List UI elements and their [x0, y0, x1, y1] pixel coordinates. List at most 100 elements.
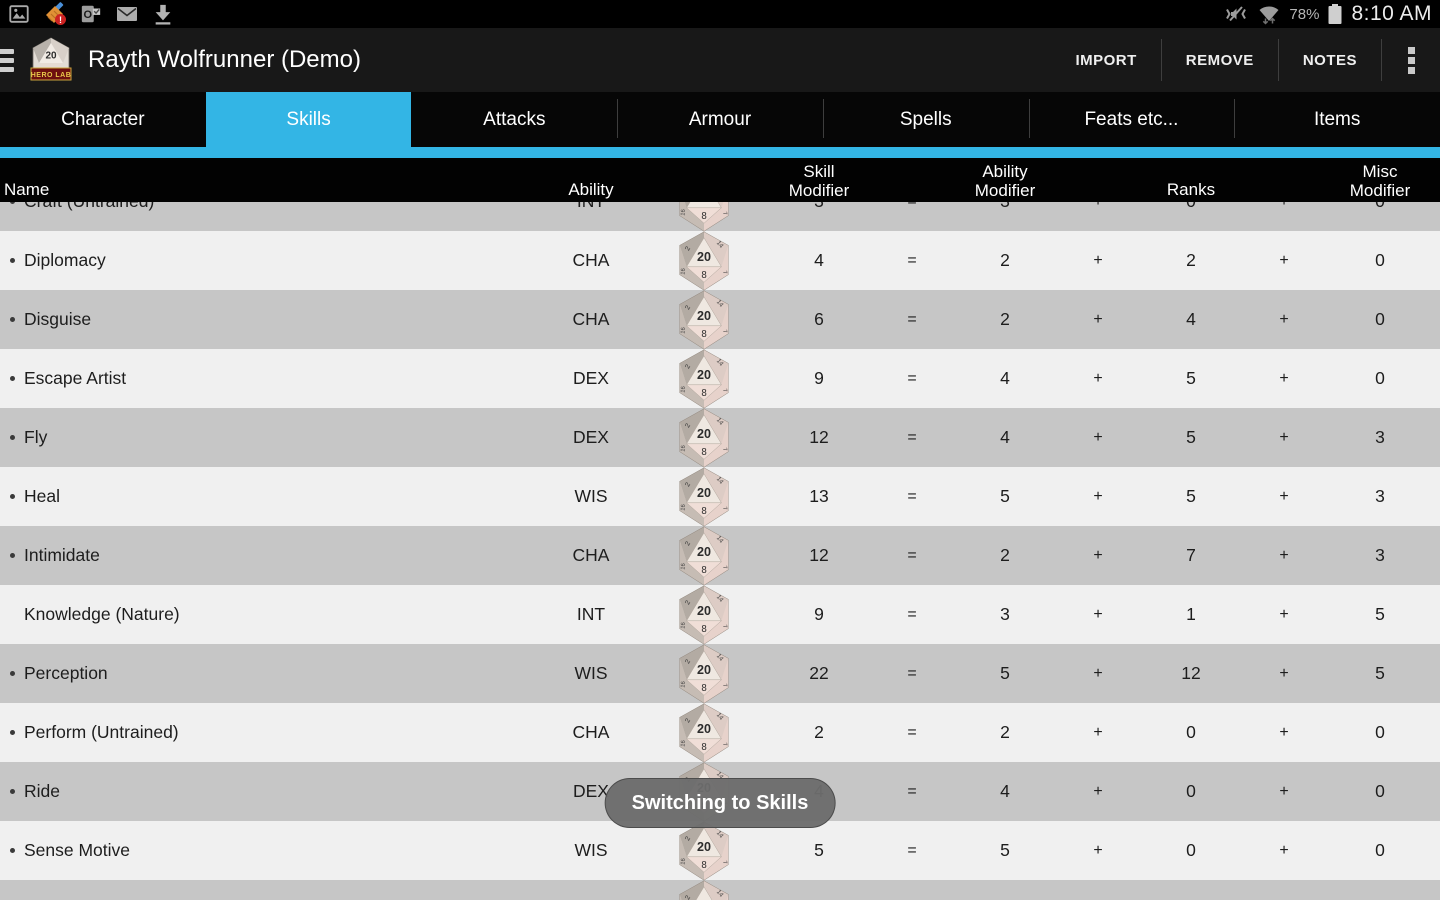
svg-text:7: 7: [721, 506, 727, 510]
skill-name-cell: Sense Motive: [0, 840, 536, 861]
ability-modifier-value: 2: [1000, 722, 1010, 742]
d20-dice-icon[interactable]: 20 8 2 14 16 7: [675, 467, 733, 527]
mail-icon: [117, 7, 137, 21]
svg-text:20: 20: [697, 604, 711, 618]
ranks-value: 7: [1186, 545, 1196, 565]
svg-text:16: 16: [680, 327, 687, 334]
svg-text:HERO LAB: HERO LAB: [31, 72, 72, 79]
col-header-ranks: Ranks: [1166, 180, 1216, 199]
d20-dice-icon[interactable]: 20 8 2 14 16 7: [675, 349, 733, 409]
skill-modifier-value: 5: [814, 840, 824, 860]
tab-items[interactable]: Items: [1234, 92, 1440, 147]
d20-dice-icon[interactable]: 20 8 2 14 16 7: [675, 408, 733, 468]
col-header-skill-modifier: Skill Modifier: [788, 162, 850, 200]
table-row[interactable]: Perception WIS 20 8 2 14 16 7 22 = 5 + 1…: [0, 644, 1440, 703]
d20-dice-icon[interactable]: 20 8 2 14 16 7: [675, 290, 733, 350]
ranks-value: 5: [1186, 368, 1196, 388]
ability-modifier-value: 2: [1000, 545, 1010, 565]
ability-modifier-value: 5: [1000, 486, 1010, 506]
ability-abbrev: DEX: [573, 427, 609, 447]
svg-text:2: 2: [684, 894, 692, 900]
svg-text:2: 2: [684, 835, 692, 842]
col-header-ability-modifier: Ability Modifier: [974, 162, 1036, 200]
d20-dice-icon[interactable]: 20 8 2 14 16 7: [675, 526, 733, 586]
svg-text:8: 8: [701, 564, 706, 575]
table-row[interactable]: 20 8 2 14 16 7: [0, 880, 1440, 900]
skill-modifier-value: 12: [809, 545, 829, 565]
tab-spells[interactable]: Spells: [822, 92, 1029, 147]
table-row[interactable]: Diplomacy CHA 20 8 2 14 16 7 4 = 2 + 2 +…: [0, 231, 1440, 290]
tab-feats[interactable]: Feats etc...: [1028, 92, 1235, 147]
table-row[interactable]: Escape Artist DEX 20 8 2 14 16 7 9 = 4 +…: [0, 349, 1440, 408]
misc-modifier-value: 5: [1375, 663, 1385, 683]
plus-sign: +: [1093, 428, 1103, 446]
d20-dice-icon[interactable]: 20 8 2 14 16 7: [675, 585, 733, 645]
table-row[interactable]: Intimidate CHA 20 8 2 14 16 7 12 = 2 + 7…: [0, 526, 1440, 585]
ability-abbrev: INT: [576, 604, 606, 624]
dice-cell: 20 8 2 14 16 7: [646, 821, 762, 880]
remove-button[interactable]: REMOVE: [1185, 51, 1254, 69]
skill-name: Disguise: [24, 309, 92, 329]
svg-text:2: 2: [684, 658, 692, 665]
plus-sign: +: [1093, 723, 1103, 741]
equals-sign: =: [907, 782, 917, 800]
table-row[interactable]: Sense Motive WIS 20 8 2 14 16 7 5 = 5 + …: [0, 821, 1440, 880]
notes-button[interactable]: NOTES: [1302, 51, 1357, 69]
battery-percent: 78%: [1289, 5, 1320, 23]
table-row[interactable]: Disguise CHA 20 8 2 14 16 7 6 = 2 + 4 + …: [0, 290, 1440, 349]
d20-dice-icon[interactable]: 20 8 2 14 16 7: [675, 644, 733, 704]
dice-cell: 20 8 2 14 16 7: [646, 349, 762, 408]
hamburger-menu-button[interactable]: [0, 28, 18, 92]
misc-modifier-value: 0: [1375, 368, 1385, 388]
notification-icons: ! O: [8, 2, 174, 26]
bullet-icon: [10, 494, 15, 499]
table-row[interactable]: Knowledge (Nature) INT 20 8 2 14 16 7 9 …: [0, 585, 1440, 644]
d20-dice-icon[interactable]: 20 8 2 14 16 7: [675, 880, 733, 900]
skills-table: Craft (Untrained) INT 20 8 2 14 16 7 3 =…: [0, 158, 1440, 900]
svg-text:7: 7: [721, 683, 727, 687]
svg-text:8: 8: [701, 623, 706, 634]
svg-text:2: 2: [684, 599, 692, 606]
toast-message: Switching to Skills: [604, 778, 836, 828]
plus-sign: +: [1279, 487, 1289, 505]
dice-cell: 20 8 2 14 16 7: [646, 585, 762, 644]
svg-text:14: 14: [715, 475, 725, 485]
tab-character[interactable]: Character: [61, 108, 145, 130]
d20-dice-icon[interactable]: 20 8 2 14 16 7: [675, 231, 733, 291]
ranks-value: 0: [1186, 722, 1196, 742]
outlook-icon: O: [81, 5, 101, 23]
d20-dice-icon[interactable]: 20 8 2 14 16 7: [675, 703, 733, 763]
svg-text:8: 8: [701, 328, 706, 339]
svg-text:20: 20: [697, 250, 711, 264]
ability-abbrev: WIS: [574, 840, 608, 860]
d20-dice-icon[interactable]: 20 8 2 14 16 7: [675, 821, 733, 881]
svg-text:8: 8: [701, 682, 706, 693]
ability-modifier-value: 4: [1000, 427, 1010, 447]
action-bar: 20 HERO LAB Rayth Wolfrunner (Demo) IMPO…: [0, 28, 1440, 92]
screenshot-icon: [9, 5, 29, 23]
table-row[interactable]: Fly DEX 20 8 2 14 16 7 12 = 4 + 5 + 3: [0, 408, 1440, 467]
table-row[interactable]: Perform (Untrained) CHA 20 8 2 14 16 7 2…: [0, 703, 1440, 762]
import-button[interactable]: IMPORT: [1075, 51, 1137, 69]
svg-text:2: 2: [684, 363, 692, 370]
equals-sign: =: [907, 841, 917, 859]
ability-modifier-value: 2: [1000, 250, 1010, 270]
tab-armour[interactable]: Armour: [617, 92, 823, 147]
table-row[interactable]: Heal WIS 20 8 2 14 16 7 13 = 5 + 5 + 3: [0, 467, 1440, 526]
skill-name: Perform (Untrained): [24, 722, 179, 742]
ranks-value: 1: [1186, 604, 1196, 624]
accent-strip: [0, 147, 1440, 158]
tab-attacks[interactable]: Attacks: [483, 108, 546, 130]
skill-name-cell: Escape Artist: [0, 368, 536, 389]
svg-text:7: 7: [721, 388, 727, 392]
tab-skills[interactable]: Skills: [205, 92, 412, 147]
col-header-name: Name: [4, 180, 50, 199]
svg-text:7: 7: [721, 860, 727, 864]
svg-text:14: 14: [715, 829, 725, 839]
svg-text:7: 7: [721, 624, 727, 628]
equals-sign: =: [907, 310, 917, 328]
svg-text:7: 7: [721, 329, 727, 333]
overflow-menu-icon[interactable]: [1382, 28, 1440, 92]
plus-sign: +: [1279, 605, 1289, 623]
skill-modifier-value: 12: [809, 427, 829, 447]
